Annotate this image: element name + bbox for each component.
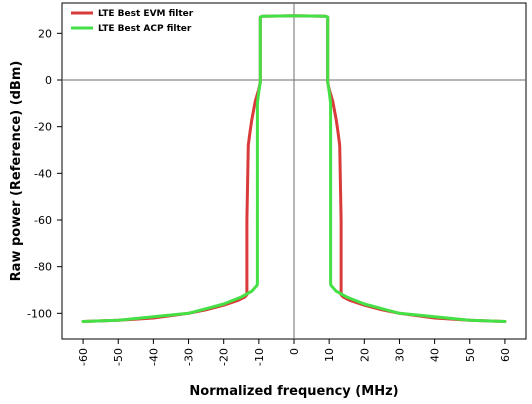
y-tick-label: -60 (34, 214, 52, 227)
x-tick-label: 0 (288, 348, 301, 355)
x-tick-label: -60 (77, 348, 90, 366)
series-layer (81, 14, 507, 323)
x-tick-label: 20 (358, 348, 371, 362)
y-tick-label: 0 (45, 74, 52, 87)
x-tick-label: -50 (112, 348, 125, 366)
x-tick-label: 60 (499, 348, 512, 362)
y-tick-label: -100 (27, 307, 52, 320)
x-tick-label: 10 (323, 348, 336, 362)
legend-label-2: LTE Best ACP filter (98, 24, 192, 34)
zero-lines (62, 3, 526, 339)
x-tick-label: -20 (218, 348, 231, 366)
x-tick-label: 40 (429, 348, 442, 362)
y-axis-title: Raw power (Reference) (dBm) (9, 61, 24, 282)
y-tick-label: -20 (34, 121, 52, 134)
y-tick-label: -40 (34, 167, 52, 180)
x-tick-label: 30 (393, 348, 406, 362)
series-line-2 (81, 14, 507, 323)
legend: LTE Best EVM filter LTE Best ACP filter (71, 9, 194, 34)
x-tick-label: -10 (253, 348, 266, 366)
x-tick-label: 50 (464, 348, 477, 362)
legend-label-1: LTE Best EVM filter (98, 9, 194, 19)
x-tick-label: -40 (147, 348, 160, 366)
y-tick-label: 20 (38, 27, 52, 40)
x-tick-label: -30 (183, 348, 196, 366)
y-tick-label: -80 (34, 261, 52, 274)
x-axis-title: Normalized frequency (MHz) (189, 384, 398, 399)
